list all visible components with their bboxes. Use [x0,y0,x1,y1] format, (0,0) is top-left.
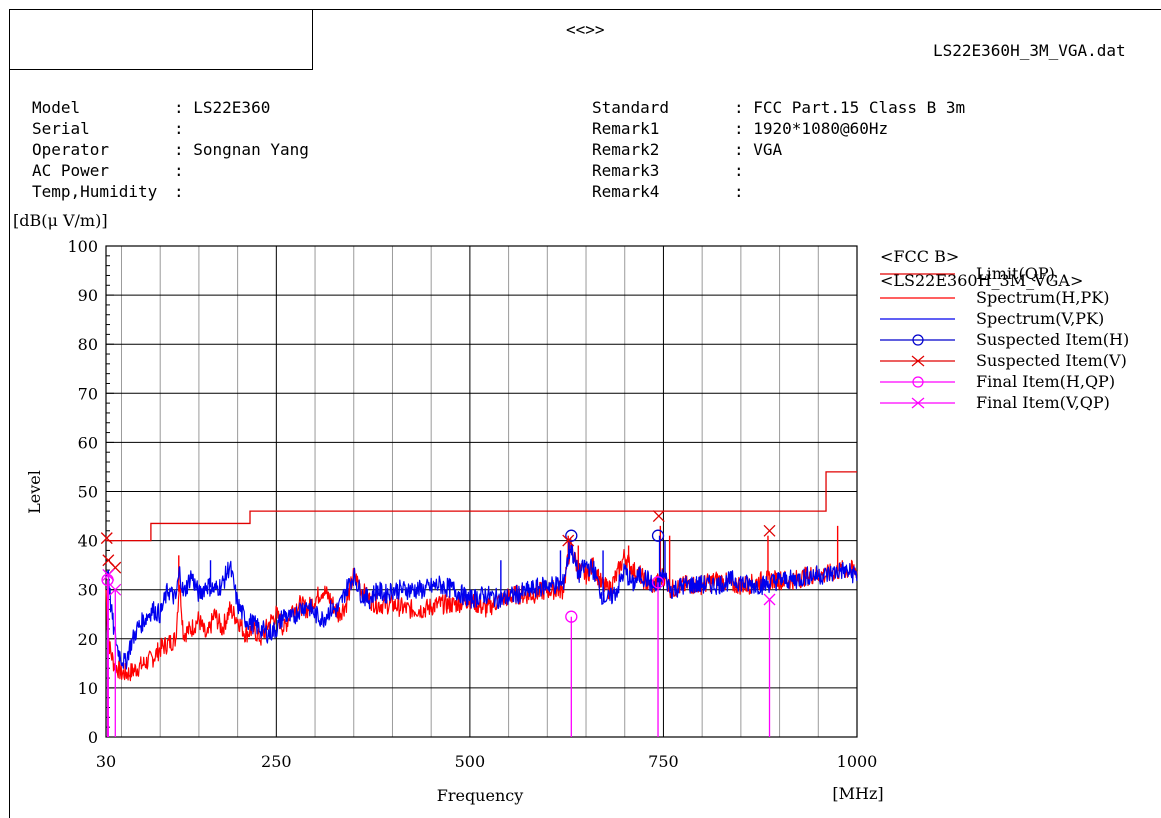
legend-entry-label: Spectrum(V,PK) [976,309,1104,328]
left-border [9,9,10,818]
x-tick-label: 500 [455,752,486,771]
cross-stroke [652,510,665,523]
info-value-model: : LS22E360 [174,98,271,117]
y-tick-label: 70 [78,384,98,403]
data-filename: LS22E360H_3M_VGA.dat [933,41,1126,60]
cross-stroke [109,583,122,596]
info-label-model: Model [32,98,81,117]
plot-area: 0 10 20 30 40 50 60 70 80 90 100 30 250 500 750 1000 [67,237,877,771]
y-tick-label: 90 [78,286,98,305]
info-value-remark4: : [734,182,744,201]
info-label-remark2: Remark2 [592,140,660,159]
info-value-standard: : FCC Part.15 Class B 3m [734,98,966,117]
info-value-operator: : Songnan Yang [174,140,309,159]
suspected-h-marker [565,529,578,542]
spectrum-h-trace [105,537,858,682]
y-tick-label: 40 [78,532,98,551]
info-label-remark3: Remark3 [592,161,660,180]
legend-group-title: <LS22E360H_3M_VGA> [880,271,1083,290]
legend-entry-label: Final Item(V,QP) [976,393,1110,412]
final-v-marker [109,583,122,596]
cross-stroke [562,534,575,547]
logo-box [9,9,313,70]
cross-stroke [100,532,113,545]
legend-entry-label: Limit(QP) [976,264,1055,283]
info-label-serial: Serial [32,119,90,138]
legend: <FCC B>Limit(QP)<LS22E360H_3M_VGA>Spectr… [880,247,1129,412]
y-axis-label: Level [25,470,44,514]
y-tick-label: 30 [78,581,98,600]
final-v-marker [763,593,776,606]
legend-swatch-circle [912,376,924,388]
info-value-remark2: : VGA [734,140,783,159]
final-v-marker [102,569,115,581]
x-axis-label: Frequency [437,786,524,805]
x-tick-label: 30 [96,752,116,771]
info-label-operator: Operator [32,140,110,159]
x-tick-label: 1000 [837,752,878,771]
legend-swatch-circle [912,334,924,346]
legend-group-title: <FCC B> [880,247,959,266]
legend-swatch-cross [911,397,925,409]
y-tick-label: 50 [78,483,98,502]
y-unit-label: [dB(μ V/m)] [13,211,108,230]
y-tick-label: 20 [78,630,98,649]
info-value-remark3: : [734,161,744,180]
y-tick-label: 10 [78,679,98,698]
header-center-mark: <<>> [566,20,605,39]
suspected-v-marker [652,510,665,523]
legend-entry-label: Final Item(H,QP) [976,372,1115,391]
legend-entry-label: Suspected Item(V) [976,351,1127,370]
info-value-remark1: : 1920*1080@60Hz [734,119,889,138]
top-border [9,9,1161,10]
final-h-marker [565,610,578,623]
legend-swatch-cross [911,355,925,367]
suspected-v-marker [562,534,575,547]
suspected-v-marker [100,532,113,545]
info-label-remark4: Remark4 [592,182,660,201]
limit-qp-line [106,471,857,542]
suspected-v-marker [763,524,776,537]
spectrum-v-trace [105,544,858,670]
y-tick-label: 100 [67,237,98,256]
final-h-marker [651,576,665,589]
y-tick-label: 60 [78,433,98,452]
info-label-temp-humidity: Temp,Humidity [32,182,158,201]
cross-stroke [102,569,115,581]
cross-stroke [763,593,776,606]
plot-frame [105,245,858,738]
info-label-remark1: Remark1 [592,119,660,138]
legend-entry-label: Spectrum(H,PK) [976,288,1109,307]
y-tick-label: 80 [78,335,98,354]
cross-stroke [763,524,776,537]
y-tick-label: 0 [88,728,98,747]
cross-stroke [102,554,115,567]
legend-entry-label: Suspected Item(H) [976,330,1129,349]
info-value-serial: : [174,119,184,138]
x-tick-label: 750 [648,752,679,771]
info-label-ac-power: AC Power [32,161,110,180]
info-value-ac-power: : [174,161,184,180]
info-label-standard: Standard [592,98,670,117]
x-tick-label: 250 [261,752,292,771]
x-unit-label: [MHz] [832,784,883,803]
suspected-h-marker [651,529,665,542]
info-value-temp-humidity: : [174,182,184,201]
